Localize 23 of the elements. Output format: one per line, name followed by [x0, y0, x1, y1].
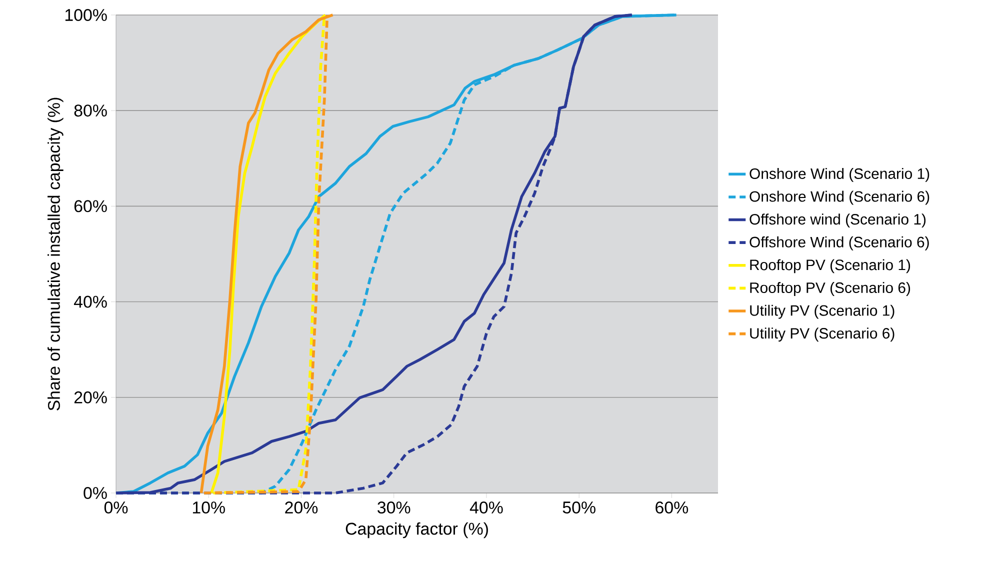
x-tick-label: 60%	[656, 502, 688, 514]
legend-label: Utility PV (Scenario 1)	[750, 304, 894, 319]
legend-label: Onshore Wind (Scenario 1)	[750, 168, 930, 182]
y-tick-label: 80%	[74, 104, 107, 117]
y-tick-label: 100%	[65, 8, 107, 21]
y-tick-label: 40%	[74, 296, 107, 308]
x-tick-label: 50%	[562, 502, 596, 514]
y-axis-title: Share of cumulative installed capacity (%)	[48, 98, 64, 410]
legend-label: Offshore Wind (Scenario 6)	[750, 236, 929, 250]
x-tick-label: 40%	[470, 502, 503, 514]
x-tick-label: 10%	[192, 502, 225, 514]
x-tick-label: 20%	[285, 502, 318, 514]
legend-label: Onshore Wind (Scenario 6)	[750, 190, 930, 205]
x-tick-label: 0%	[104, 502, 128, 514]
y-tick-label: 60%	[74, 200, 107, 212]
x-axis-title: Capacity factor (%)	[346, 522, 488, 538]
legend-label: Rooftop PV (Scenario 6)	[750, 282, 910, 296]
x-tick-label: 30%	[378, 502, 410, 514]
legend-label: Utility PV (Scenario 6)	[750, 328, 894, 342]
legend-label: Offshore wind (Scenario 1)	[750, 214, 926, 228]
y-tick-label: 0%	[84, 486, 107, 499]
legend-label: Rooftop PV (Scenario 1)	[750, 259, 910, 274]
y-tick-label: 20%	[74, 391, 107, 404]
